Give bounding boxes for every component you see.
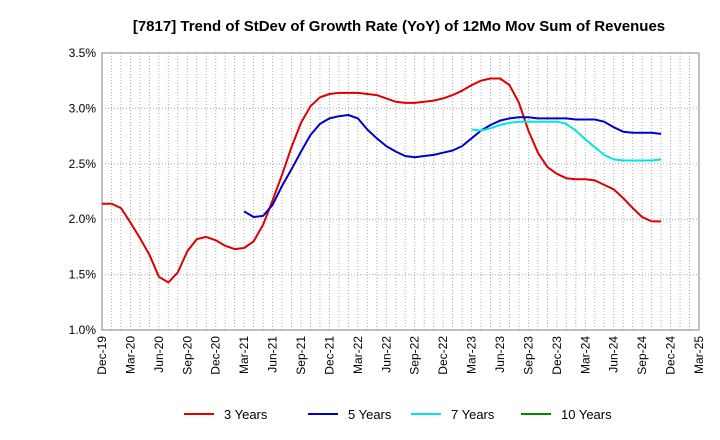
legend-label: 7 Years [451,407,495,422]
legend-label: 3 Years [224,407,268,422]
x-tick-label: Jun-21 [266,336,280,373]
series-lines [102,77,662,284]
x-tick-label: Dec-19 [95,336,109,375]
x-tick-label: Mar-25 [692,336,706,374]
x-tick-label: Sep-23 [521,336,535,375]
x-tick-label: Jun-23 [493,336,507,373]
x-tick-label: Mar-21 [237,336,251,374]
x-axis-ticks: Dec-19 Mar-20 Jun-20 Sep-20 Dec-20 Mar-21 Jun-… [95,336,706,375]
series-line-3-years [102,77,662,284]
x-tick-label: Mar-23 [465,336,479,374]
chart-title: [7817] Trend of StDev of Growth Rate (Yo… [133,18,665,35]
y-tick-label: 2.5% [69,157,97,171]
x-tick-label: Dec-20 [209,336,223,375]
x-tick-label: Mar-20 [123,336,137,374]
x-tick-label: Dec-24 [664,336,678,375]
y-tick-label: 2.0% [69,212,97,226]
y-tick-label: 3.0% [69,101,97,115]
legend-label: 5 Years [348,407,392,422]
y-tick-label: 1.5% [69,268,97,282]
x-tick-label: Dec-23 [550,336,564,375]
grid [102,53,699,330]
x-tick-label: Jun-22 [379,336,393,373]
x-tick-label: Mar-24 [578,336,592,374]
series-line-5-years [243,114,662,218]
y-axis-ticks: 1.0% 1.5% 2.0% 2.5% 3.0% 3.5% [69,46,97,337]
x-tick-label: Sep-20 [180,336,194,375]
x-tick-label: Jun-24 [607,336,621,373]
x-tick-label: Sep-22 [408,336,422,375]
x-tick-label: Dec-22 [436,336,450,375]
plot-frame [101,52,700,331]
x-tick-label: Sep-21 [294,336,308,375]
x-tick-label: Mar-22 [351,336,365,374]
x-tick-label: Jun-20 [152,336,166,373]
y-tick-label: 1.0% [69,323,97,337]
x-tick-label: Sep-24 [635,336,649,375]
x-tick-label: Dec-21 [322,336,336,375]
legend: 3 Years 5 Years 7 Years 10 Years [184,407,612,422]
y-tick-label: 3.5% [69,46,97,60]
series-line-7-years [471,120,662,162]
legend-label: 10 Years [561,407,612,422]
